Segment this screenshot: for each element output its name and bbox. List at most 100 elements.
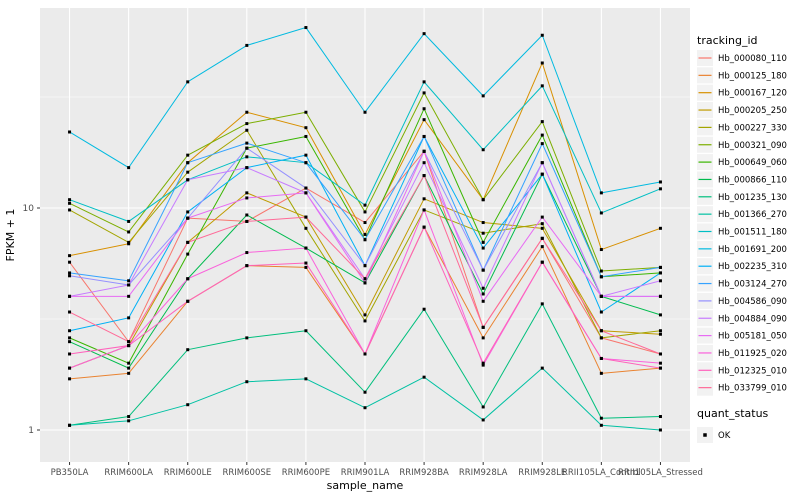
data-point bbox=[68, 423, 72, 427]
legend-label: Hb_012325_010 bbox=[718, 366, 787, 376]
data-point bbox=[540, 236, 544, 240]
x-tick-label: RRIM901LA bbox=[341, 468, 390, 478]
data-point bbox=[245, 213, 249, 217]
data-point bbox=[245, 219, 249, 223]
legend-item-Hb_004884_090: Hb_004884_090 bbox=[697, 310, 787, 327]
legend-label: Hb_000205_250 bbox=[718, 106, 787, 116]
legend-key-square bbox=[703, 433, 707, 437]
data-point bbox=[422, 225, 426, 229]
data-point bbox=[304, 134, 308, 138]
x-tick-label: RRII105LA_Stressed bbox=[618, 468, 703, 478]
legend-label: Hb_000125_180 bbox=[718, 71, 787, 81]
data-point bbox=[540, 161, 544, 165]
data-point bbox=[481, 405, 485, 409]
data-point bbox=[481, 336, 485, 340]
data-point bbox=[245, 380, 249, 384]
data-point bbox=[68, 340, 72, 344]
legend-title-tracking-id: tracking_id bbox=[697, 34, 758, 47]
data-point bbox=[658, 415, 662, 419]
data-point bbox=[363, 221, 367, 225]
data-point bbox=[481, 418, 485, 422]
data-point bbox=[658, 187, 662, 191]
data-point bbox=[422, 80, 426, 84]
data-point bbox=[658, 279, 662, 283]
data-point bbox=[245, 336, 249, 340]
data-point bbox=[245, 128, 249, 132]
data-point bbox=[540, 142, 544, 146]
data-point bbox=[363, 203, 367, 207]
legend-item-Hb_000321_090: Hb_000321_090 bbox=[697, 136, 787, 153]
data-point bbox=[599, 275, 603, 279]
data-point bbox=[658, 271, 662, 275]
y-tick-label: 10 bbox=[23, 204, 35, 214]
data-point bbox=[68, 294, 72, 298]
data-point bbox=[245, 251, 249, 255]
data-point bbox=[304, 191, 308, 195]
data-point bbox=[658, 366, 662, 370]
legend-item-Hb_001511_180: Hb_001511_180 bbox=[697, 223, 787, 240]
data-point bbox=[127, 240, 131, 244]
data-point bbox=[304, 110, 308, 114]
data-point bbox=[422, 161, 426, 165]
legend-item-Hb_003124_270: Hb_003124_270 bbox=[697, 275, 787, 292]
data-point bbox=[422, 307, 426, 311]
legend-item-Hb_001235_130: Hb_001235_130 bbox=[697, 188, 787, 205]
data-point bbox=[127, 361, 131, 365]
legend-label: Hb_033799_010 bbox=[718, 384, 787, 394]
data-point bbox=[304, 215, 308, 219]
data-point bbox=[599, 336, 603, 340]
data-point bbox=[245, 166, 249, 170]
data-point bbox=[363, 210, 367, 214]
data-point bbox=[481, 268, 485, 272]
data-point bbox=[363, 277, 367, 281]
data-point bbox=[186, 299, 190, 303]
data-point bbox=[540, 366, 544, 370]
data-point bbox=[658, 361, 662, 365]
data-point bbox=[599, 211, 603, 215]
data-point bbox=[363, 406, 367, 410]
data-point bbox=[304, 161, 308, 165]
data-point bbox=[540, 61, 544, 65]
data-point bbox=[245, 155, 249, 159]
legend-item-Hb_011925_020: Hb_011925_020 bbox=[697, 344, 787, 361]
data-point bbox=[540, 84, 544, 88]
legend-label: Hb_000227_330 bbox=[718, 123, 787, 133]
legend-label: Hb_001366_270 bbox=[718, 210, 787, 220]
x-tick-label: RRII105LA_Control bbox=[562, 468, 641, 478]
legend-label: Hb_002235_310 bbox=[718, 262, 787, 272]
data-point bbox=[422, 375, 426, 379]
data-point bbox=[599, 269, 603, 273]
data-point bbox=[599, 329, 603, 333]
legend-label: Hb_004884_090 bbox=[718, 314, 787, 324]
legend-item-Hb_000227_330: Hb_000227_330 bbox=[697, 119, 787, 136]
data-point bbox=[127, 283, 131, 287]
legend-label-ok: OK bbox=[718, 431, 731, 441]
legend-label: Hb_001235_130 bbox=[718, 193, 787, 203]
legend-label: Hb_000080_110 bbox=[718, 54, 787, 64]
data-point bbox=[186, 80, 190, 84]
data-point bbox=[304, 261, 308, 265]
data-point bbox=[186, 161, 190, 165]
data-point bbox=[481, 231, 485, 235]
legend-label: Hb_000866_110 bbox=[718, 175, 787, 185]
legend-label: Hb_001691_200 bbox=[718, 245, 787, 255]
x-tick-label: PB350LA bbox=[51, 468, 89, 478]
legend-label: Hb_001511_180 bbox=[718, 228, 787, 238]
data-point bbox=[68, 208, 72, 212]
data-point bbox=[245, 141, 249, 145]
data-point bbox=[304, 26, 308, 30]
data-point bbox=[68, 254, 72, 258]
data-point bbox=[245, 196, 249, 200]
legend-item-Hb_033799_010: Hb_033799_010 bbox=[697, 379, 787, 396]
legend-item-Hb_004586_090: Hb_004586_090 bbox=[697, 292, 787, 309]
legend-item-Hb_001366_270: Hb_001366_270 bbox=[697, 206, 787, 223]
data-point bbox=[68, 201, 72, 205]
data-point bbox=[127, 371, 131, 375]
data-point bbox=[186, 178, 190, 182]
data-point bbox=[481, 240, 485, 244]
data-point bbox=[481, 198, 485, 202]
data-point bbox=[363, 281, 367, 285]
data-point bbox=[68, 198, 72, 202]
